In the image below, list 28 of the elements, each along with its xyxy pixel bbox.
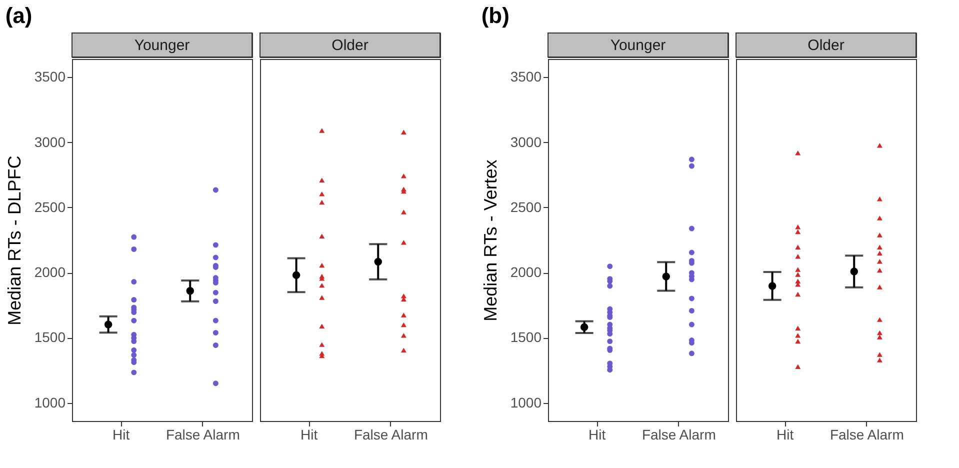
text: (a) — [5, 3, 32, 28]
chart-title: Younger — [610, 37, 666, 54]
y-axis-title: Median RTs - Vertex — [480, 160, 500, 322]
x-tick-label: Hit — [300, 426, 318, 442]
y-tick-label: 3000 — [34, 134, 66, 150]
y-tick-label: 3500 — [34, 68, 66, 85]
y-axis-title: Median RTs - DLPFC — [4, 156, 24, 326]
x-tick-label: False Alarm — [166, 426, 240, 442]
y-tick-label: 2000 — [510, 264, 542, 280]
x-tick-label: False Alarm — [354, 426, 428, 442]
y-tick-label: 1000 — [510, 394, 542, 410]
y-tick-label: 3500 — [510, 68, 542, 85]
chart-title: Older — [332, 37, 368, 54]
y-tick-label: 1000 — [34, 394, 66, 410]
y-tick-label: 2000 — [34, 264, 66, 280]
chart-title: Older — [808, 37, 844, 54]
y-tick-label: 3000 — [510, 134, 542, 150]
x-tick-label: Hit — [776, 426, 794, 442]
y-tick-label: 2500 — [34, 198, 66, 215]
x-tick-label: Hit — [112, 426, 130, 442]
x-tick-label: Hit — [588, 426, 606, 442]
y-tick-label: 2500 — [510, 198, 542, 215]
text: (b) — [481, 3, 510, 28]
y-tick-label: 1500 — [34, 329, 66, 346]
x-tick-label: False Alarm — [830, 426, 904, 442]
y-tick-label: 1500 — [510, 329, 542, 346]
x-tick-label: False Alarm — [642, 426, 716, 442]
chart-title: Younger — [134, 37, 190, 54]
